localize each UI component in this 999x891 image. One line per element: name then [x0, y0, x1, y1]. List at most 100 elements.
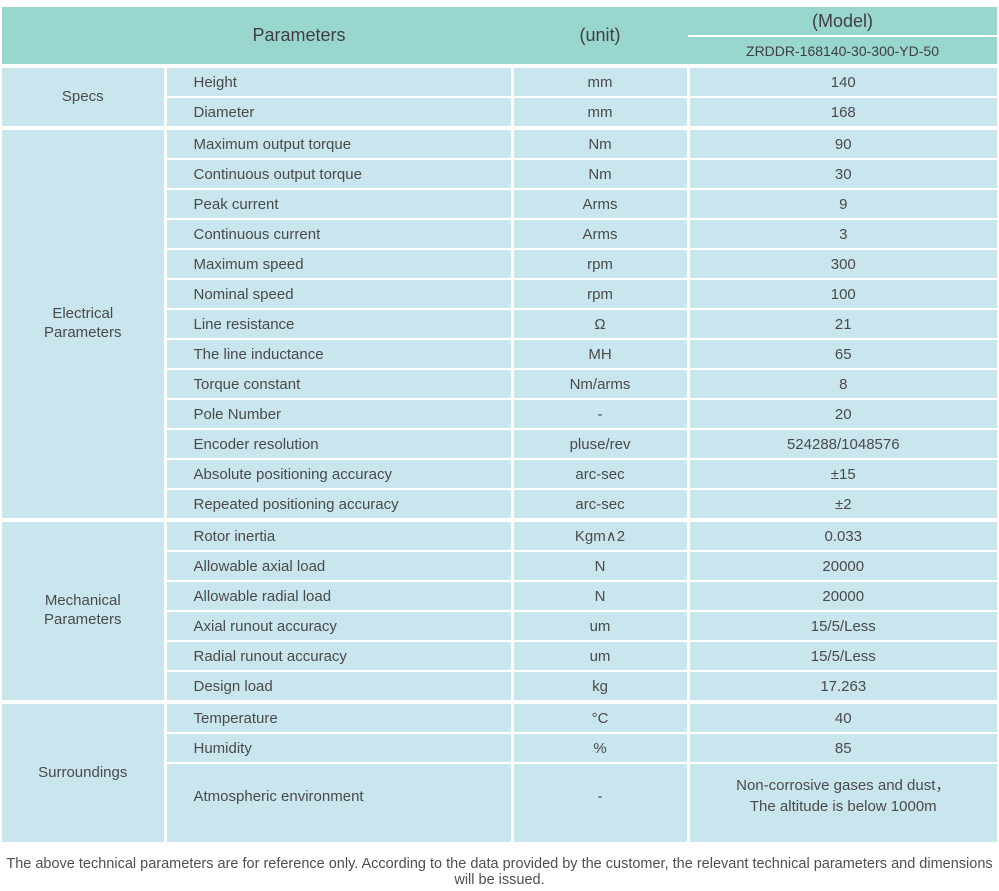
value-cell: 300 [688, 248, 998, 279]
name-cell: Continuous output torque [165, 158, 514, 189]
table-row: Pole Number -20 [2, 398, 998, 429]
unit-cell: arc-sec [512, 488, 690, 520]
unit-cell: Kgm∧2 [512, 518, 690, 551]
footer-note: The above technical parameters are for r… [6, 856, 993, 888]
table-row: Radial runout accuracy um 15/5/Less [2, 640, 998, 671]
unit-cell: pluse/rev [512, 428, 690, 459]
unit-cell: N [512, 550, 690, 581]
name-cell: Encoder resolution [165, 428, 514, 459]
value-cell: 20000 [688, 550, 998, 581]
table-row: Continuous output torque Nm 30 [2, 158, 998, 189]
unit-cell: rpm [512, 248, 690, 279]
value-cell: 100 [688, 278, 998, 309]
value-cell: 15/5/Less [688, 610, 998, 641]
value-cell: 85 [688, 732, 998, 763]
name-cell: Maximum output torque [165, 126, 514, 159]
name-cell: Allowable radial load [165, 580, 514, 611]
name-cell: Peak current [165, 188, 514, 219]
table-row: Axial runout accuracy um 15/5/Less [2, 610, 998, 641]
table-row: Maximum speed rpm 300 [2, 248, 998, 279]
value-cell: 20000 [688, 580, 998, 611]
name-cell: Nominal speed [165, 278, 514, 309]
unit-cell: mm [512, 96, 690, 128]
value-cell: 20 [688, 398, 998, 429]
table-header: Parameters (unit) (Model) ZRDDR-168140-3… [2, 7, 998, 66]
name-cell: Absolute positioning accuracy [165, 458, 514, 489]
group-label: Specs [2, 64, 167, 128]
table-row: Electrical Parameters Maximum output torq… [2, 126, 998, 520]
group-label: Electrical Parameters [2, 126, 167, 520]
value-cell: 21 [688, 308, 998, 339]
parameters-header-cell: Parameters [2, 7, 513, 66]
table-row: Torque constant Nm/arms 8 [2, 368, 998, 399]
name-cell: Torque constant [165, 368, 514, 399]
table-row: Design load kg 17.263 [2, 670, 998, 702]
name-cell: Axial runout accuracy [165, 610, 514, 641]
table-row: Humidity% 85 [2, 732, 998, 763]
spec-table: Parameters (unit) (Model) ZRDDR-168140-3… [2, 7, 998, 842]
group-label: Mechanical Parameters [2, 518, 167, 702]
unit-cell: Nm [512, 158, 690, 189]
value-cell: 17.263 [688, 670, 998, 702]
value-cell: 15/5/Less [688, 640, 998, 671]
value-cell: 168 [688, 96, 998, 128]
name-cell: Repeated positioning accuracy [165, 488, 514, 520]
name-cell: Humidity [165, 732, 514, 763]
value-cell: 524288/1048576 [688, 428, 998, 459]
unit-cell: mm [512, 64, 690, 97]
name-cell: The line inductance [165, 338, 514, 369]
name-cell: Design load [165, 670, 514, 702]
name-cell: Temperature [165, 700, 514, 733]
table-row: Repeated positioning accuracy arc-sec ±2 [2, 488, 998, 520]
unit-cell: N [512, 580, 690, 611]
unit-cell: rpm [512, 278, 690, 309]
table-row: Allowable axial load N 20000 [2, 550, 998, 581]
name-cell: Radial runout accuracy [165, 640, 514, 671]
value-cell: ±2 [688, 488, 998, 520]
table-row: Absolute positioning accuracy arc-sec ±15 [2, 458, 998, 489]
name-cell: Continuous current [165, 218, 514, 249]
value-cell: 90 [688, 126, 998, 159]
table-row: Allowable radial load N 20000 [2, 580, 998, 611]
unit-cell: - [512, 762, 690, 842]
table-row: Encoder resolution pluse/rev 524288/104857… [2, 428, 998, 459]
table-row: Peak current Arms 9 [2, 188, 998, 219]
group-label: Surroundings [2, 700, 167, 842]
table-row: Continuous current Arms 3 [2, 218, 998, 249]
table-row: The line inductance MH 65 [2, 338, 998, 369]
unit-header-cell: (unit) [512, 7, 689, 66]
unit-cell: Nm [512, 126, 690, 159]
value-cell: 30 [688, 158, 998, 189]
name-cell: Allowable axial load [165, 550, 514, 581]
spec-table-body: Specs Height mm 140 Diameter mm 168 Electrical … [2, 64, 998, 842]
value-cell: 8 [688, 368, 998, 399]
unit-cell: °C [512, 700, 690, 733]
value-cell: ±15 [688, 458, 998, 489]
table-row: Nominal speed rpm 100 [2, 278, 998, 309]
table-row: Mechanical Parameters Rotor inertia Kgm∧2 0… [2, 518, 998, 702]
name-cell: Line resistance [165, 308, 514, 339]
unit-cell: Nm/arms [512, 368, 690, 399]
value-cell: 3 [688, 218, 998, 249]
table-row: Atmospheric environment - Non-corrosive ga… [2, 762, 998, 842]
name-cell: Rotor inertia [165, 518, 514, 551]
model-header-cell: (Model) [688, 7, 998, 37]
unit-cell: um [512, 640, 690, 671]
value-cell: 0.033 [688, 518, 998, 551]
name-cell: Maximum speed [165, 248, 514, 279]
table-row: Line resistance Ω 21 [2, 308, 998, 339]
unit-cell: kg [512, 670, 690, 702]
table-row: Diameter mm 168 [2, 96, 998, 128]
value-cell: 140 [688, 64, 998, 97]
table-row: Surroundings Temperature °C 40 [2, 700, 998, 842]
value-cell: 9 [688, 188, 998, 219]
value-cell: 65 [688, 338, 998, 369]
value-cell: Non-corrosive gases and dust， The altitu… [688, 762, 998, 842]
unit-cell: - [512, 398, 690, 429]
name-cell: Diameter [165, 96, 514, 128]
unit-cell: um [512, 610, 690, 641]
unit-cell: % [512, 732, 690, 763]
name-cell: Pole Number [165, 398, 514, 429]
unit-cell: arc-sec [512, 458, 690, 489]
model-number-cell: ZRDDR-168140-30-300-YD-50 [688, 36, 998, 66]
